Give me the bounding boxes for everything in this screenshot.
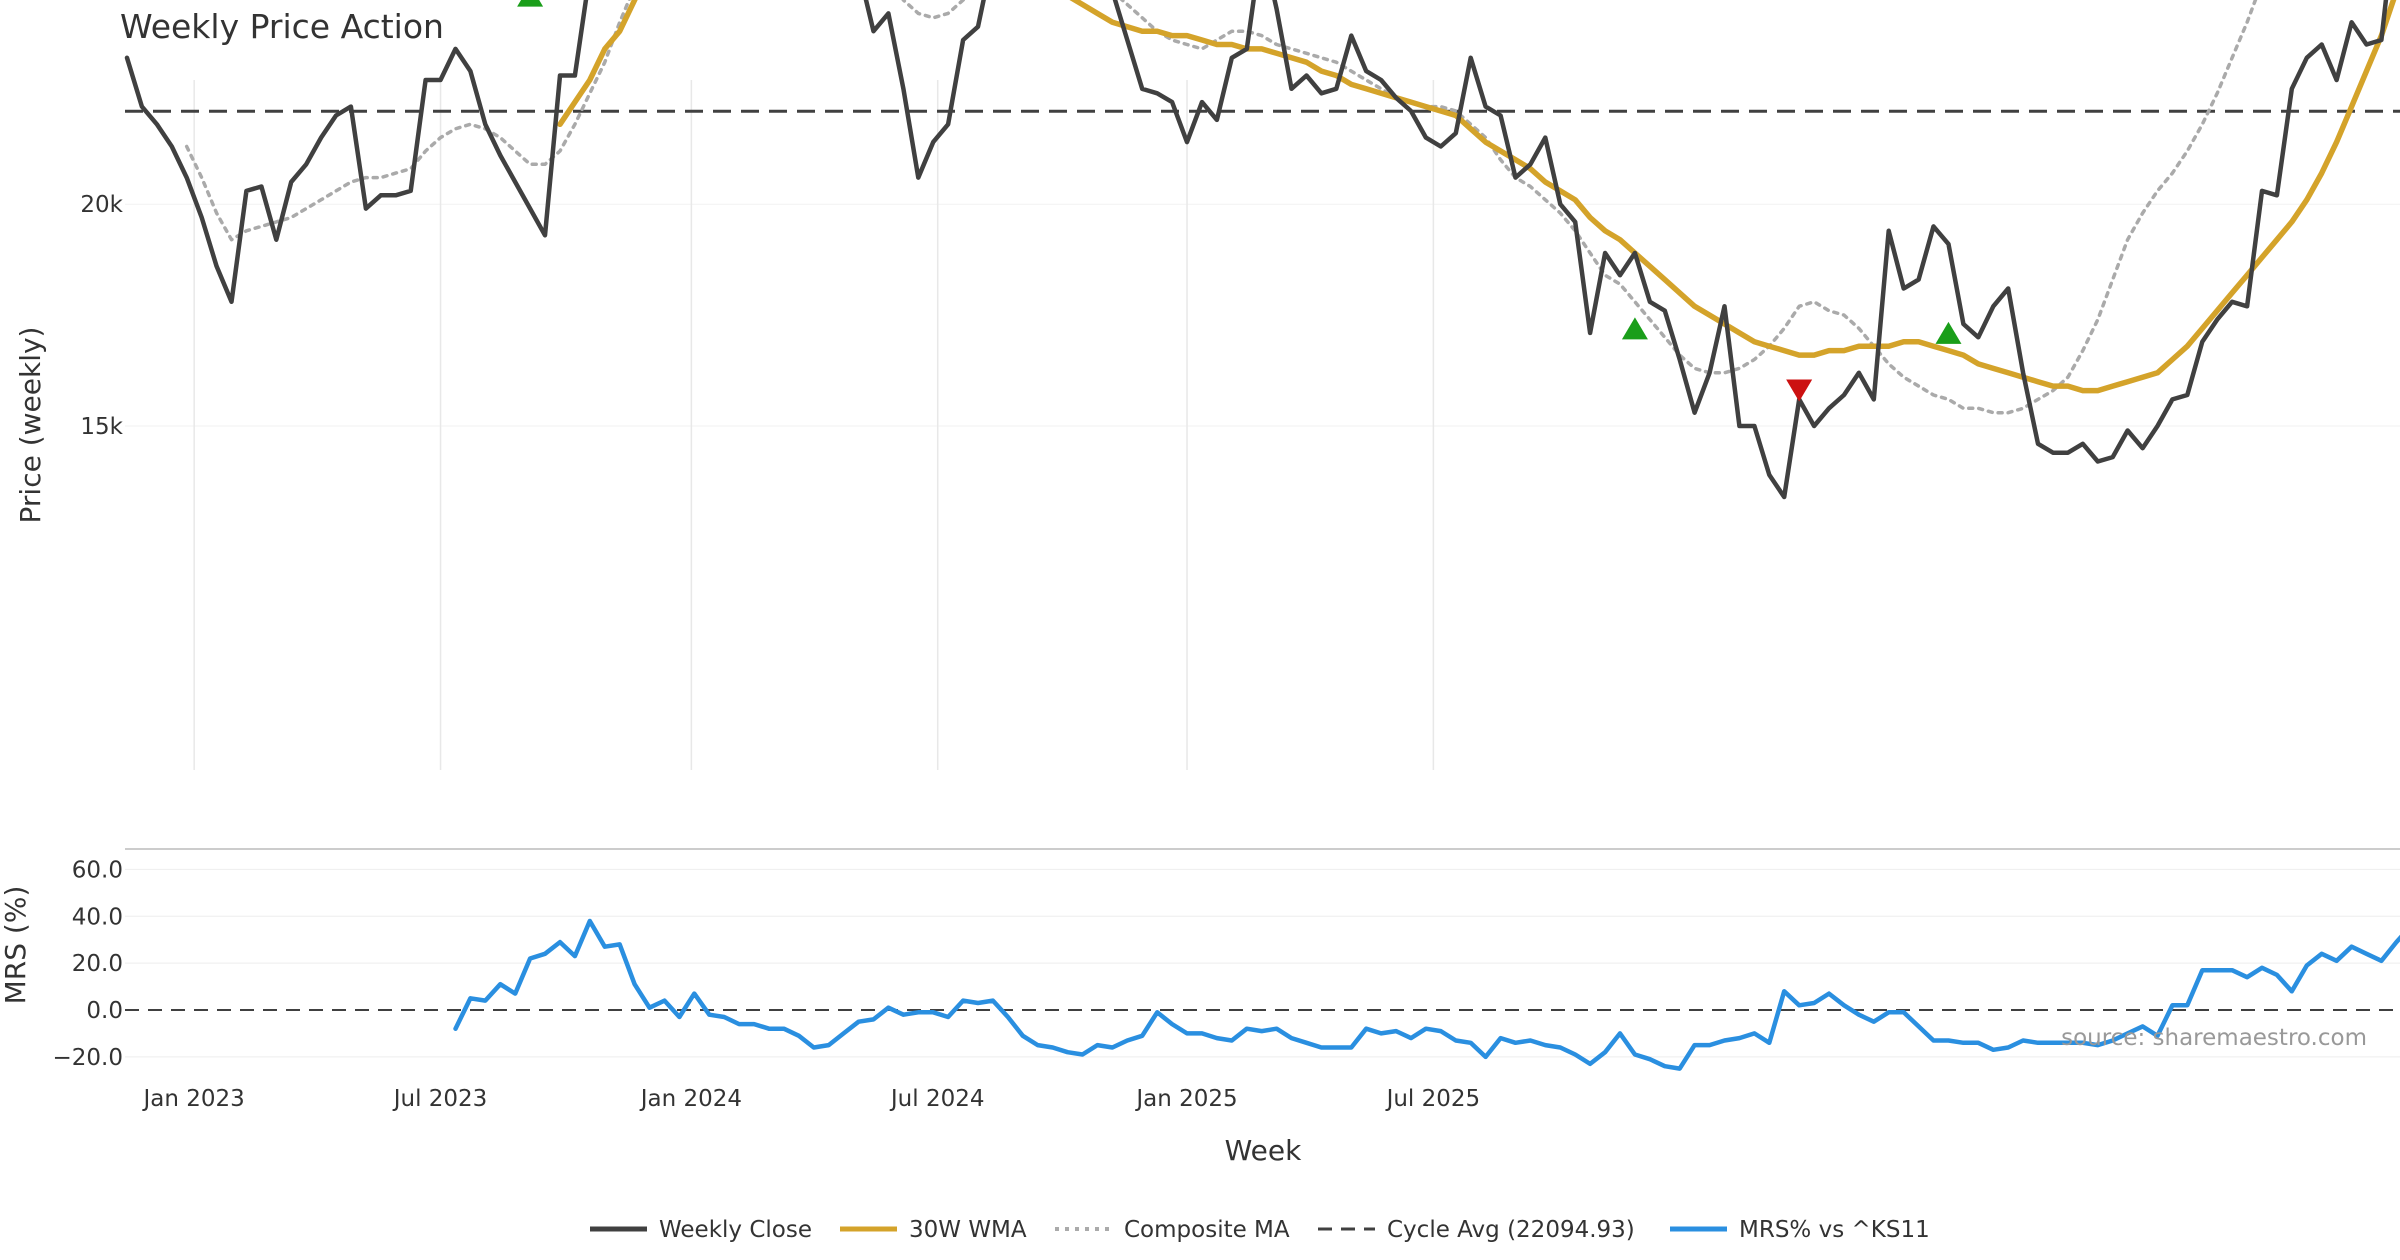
x-tick-label: Jul 2025 — [1385, 1086, 1481, 1112]
x-tick-label: Jan 2023 — [142, 1086, 245, 1112]
buy-signal-marker — [1935, 321, 1962, 344]
legend-label: 30W WMA — [909, 1217, 1027, 1243]
legend-label: Weekly Close — [659, 1217, 812, 1243]
buy-signal-marker — [517, 0, 544, 7]
legend: Weekly Close 30W WMA Composite MA Cycle Avg… — [590, 1217, 1930, 1243]
source-note: source: sharemaestro.com — [2061, 1025, 2367, 1051]
mrs-series — [453, 918, 2400, 1071]
mrs-y-tick: 0.0 — [86, 998, 123, 1024]
x-tick-label: Jan 2024 — [639, 1086, 742, 1112]
mrs-line — [453, 918, 2400, 1071]
weekly-close-line — [124, 0, 2389, 500]
mrs-y-tick: 60.0 — [72, 857, 123, 883]
sell-signal-marker — [1786, 379, 1813, 402]
x-axis-title: Week — [1225, 1134, 1302, 1167]
mrs-y-tick: 40.0 — [72, 904, 123, 930]
price-series — [124, 0, 2397, 500]
x-tick-label: Jul 2024 — [889, 1086, 985, 1112]
signal-markers — [517, 0, 1962, 402]
mrs-y-axis: 60.0 40.0 20.0 0.0 −20.0 — [53, 857, 123, 1070]
chart-title: Weekly Price Action — [120, 7, 444, 46]
x-axis-ticks: Jan 2023 Jul 2023 Jan 2024 Jul 2024 Jan 2025… — [142, 1086, 1481, 1112]
legend-label: MRS% vs ^KS11 — [1739, 1217, 1930, 1243]
price-axis-title: Price (weekly) — [14, 327, 47, 524]
legend-label: Cycle Avg (22094.93) — [1387, 1217, 1635, 1243]
buy-signal-marker — [1621, 317, 1648, 340]
price-y-tick: 20k — [80, 192, 123, 218]
composite-ma-line — [184, 0, 2258, 415]
mrs-y-tick: −20.0 — [53, 1045, 123, 1071]
30w-wma-line — [557, 0, 2397, 394]
price-y-axis: 15k20k25k30k35k40k45k50k — [80, 192, 123, 440]
mrs-axis-title: MRS (%) — [0, 886, 32, 1005]
mrs-panel-grid — [125, 868, 2400, 1058]
mrs-y-tick: 20.0 — [72, 951, 123, 977]
x-tick-label: Jan 2025 — [1134, 1086, 1237, 1112]
legend-label: Composite MA — [1124, 1217, 1290, 1243]
price-y-tick: 15k — [80, 414, 123, 440]
x-tick-label: Jul 2023 — [392, 1086, 488, 1112]
